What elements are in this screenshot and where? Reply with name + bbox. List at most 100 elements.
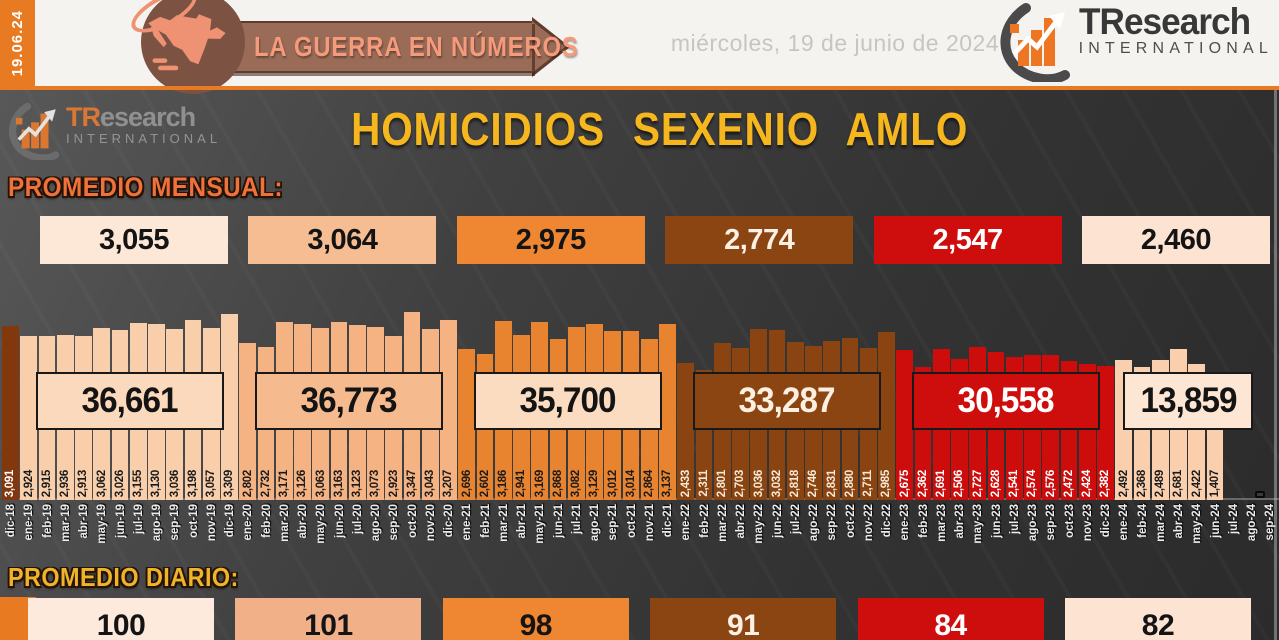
period-total-value: 13,859 — [1140, 381, 1237, 420]
bar-value: 3,123 — [351, 469, 364, 497]
bar-slot-may-23: 2,727 may-23 — [969, 310, 987, 562]
month-label: may-20 — [315, 504, 328, 544]
period-total-36,773: 36,773 — [254, 372, 443, 430]
bar-value: 2,732 — [259, 469, 272, 497]
month-label: nov-23 — [1081, 504, 1094, 542]
bar-slot-may-22: 3,036 may-22 — [750, 310, 768, 562]
month-label: jul-23 — [1008, 504, 1021, 535]
mexico-map-icon — [141, 0, 245, 94]
bar-value: 2,802 — [241, 469, 254, 497]
month-label: dic-22 — [881, 504, 894, 538]
bar-slot-ene-22: 2,433 ene-22 — [677, 310, 695, 562]
month-label: jul-21 — [570, 504, 583, 535]
month-label: mar-24 — [1154, 504, 1167, 542]
bar-value: 2,681 — [1172, 469, 1185, 497]
bar-value: 2,424 — [1081, 469, 1094, 497]
bar-value: 2,880 — [843, 469, 856, 497]
bar-dic-21: 3,137 — [659, 324, 676, 500]
bar-slot-oct-22: 2,880 oct-22 — [841, 310, 860, 562]
month-label: jun-23 — [990, 504, 1003, 538]
month-label: nov-21 — [643, 504, 656, 542]
bar-slot-dic-20: 3,207 dic-20 — [440, 310, 458, 562]
month-label: abr-24 — [1173, 504, 1186, 539]
bar-slot-jun-20: 3,163 jun-20 — [330, 310, 349, 562]
bar-slot-jul-20: 3,123 jul-20 — [348, 310, 367, 562]
bar-slot-jun-21: 2,868 jun-21 — [549, 310, 568, 562]
daily-averages-box: 100 — [28, 598, 214, 640]
month-label: sep-22 — [826, 504, 839, 541]
daily-average-row: 100 101 98 91 84 82 — [0, 598, 1279, 640]
period-total-33,287: 33,287 — [692, 372, 881, 430]
bar-value: 3,082 — [570, 469, 583, 497]
bar-slot-ene-23: 2,675 ene-23 — [896, 310, 914, 562]
bar-value: 3,171 — [278, 469, 291, 497]
banner-arrow-tip — [532, 21, 565, 73]
month-label: abr-22 — [735, 504, 748, 539]
month-label: abr-19 — [78, 504, 91, 539]
banner-title: LA GUERRA EN NÚMEROS — [254, 31, 579, 62]
bar-ene-19: 2,924 — [20, 336, 38, 500]
bar-value: 2,818 — [789, 469, 802, 497]
bar-value: 3,198 — [186, 469, 199, 497]
month-label: sep-23 — [1045, 504, 1058, 541]
bar-slot-abr-19: 2,913 abr-19 — [75, 310, 93, 562]
avg-value: 3,055 — [98, 223, 170, 256]
bar-slot-ene-24: 2,492 ene-24 — [1115, 310, 1133, 562]
bar-slot-mar-24: 2,489 mar-24 — [1151, 310, 1170, 562]
month-label: ago-20 — [370, 504, 383, 542]
bar-value: 2,831 — [825, 469, 838, 497]
bar-ene-23: 2,675 — [896, 350, 914, 500]
daily-averages-box: 91 — [650, 598, 837, 640]
daily-averages-box: 82 — [1064, 598, 1251, 640]
bar-slot-abr-23: 2,506 abr-23 — [951, 310, 969, 562]
bar-value: 2,368 — [1135, 469, 1148, 497]
month-label: dic-20 — [443, 504, 456, 538]
month-label: jul-24 — [1227, 504, 1240, 535]
mexico-silhouette — [148, 14, 226, 71]
bar-slot-mar-20: 3,171 mar-20 — [275, 310, 294, 562]
bar-slot-mar-21: 3,186 mar-21 — [494, 310, 513, 562]
bar-value: 2,941 — [515, 469, 528, 497]
month-label: oct-20 — [406, 504, 419, 538]
monthly-averages-box: 2,774 — [665, 216, 854, 264]
bar-value: 3,073 — [369, 469, 382, 497]
avg-value: 91 — [726, 608, 760, 640]
bar-slot-nov-19: 3,057 nov-19 — [202, 310, 221, 562]
month-label: abr-21 — [516, 504, 529, 539]
bar-value: 2,576 — [1044, 469, 1057, 497]
bar-slot-ago-19: 3,130 ago-19 — [148, 310, 166, 562]
bar-slot-feb-24: 2,368 feb-24 — [1133, 310, 1152, 562]
bar-value: 3,091 — [4, 469, 17, 497]
zero-value-marker — [1255, 491, 1265, 498]
monthly-averages-box: 2,547 — [873, 216, 1062, 264]
avg-value: 2,975 — [515, 223, 587, 256]
bar-value: 3,043 — [424, 469, 437, 497]
avg-value: 2,460 — [1140, 223, 1212, 256]
bar-slot-dic-23: 2,382 dic-23 — [1097, 310, 1115, 562]
bar-slot-may-21: 3,169 may-21 — [531, 310, 549, 562]
bar-slot-dic-19: 3,309 dic-19 — [221, 310, 239, 562]
bar-value: 3,186 — [497, 469, 510, 497]
month-label: ago-21 — [589, 504, 602, 542]
month-label: ene-20 — [242, 504, 255, 541]
bar-dic-23: 2,382 — [1097, 366, 1114, 500]
bar-value: 2,913 — [77, 469, 90, 497]
bar-slot-nov-23: 2,424 nov-23 — [1078, 310, 1097, 562]
daily-average-label: PROMEDIO DIARIO: — [8, 562, 239, 592]
bar-slot-mar-23: 2,691 mar-23 — [932, 310, 951, 562]
bar-value: 2,362 — [916, 469, 929, 497]
bar-slot-oct-21: 3,014 oct-21 — [622, 310, 641, 562]
month-label: dic-18 — [5, 504, 18, 538]
watermark-name: TResearch — [66, 102, 196, 132]
bar-value: 3,057 — [205, 469, 218, 497]
bar-value: 3,207 — [442, 469, 455, 497]
header-date: miércoles, 19 de junio de 2024 — [670, 29, 1000, 56]
bar-slot-jun-23: 2,628 jun-23 — [987, 310, 1006, 562]
month-label: sep-21 — [607, 504, 620, 541]
bar-slot-ene-19: 2,924 ene-19 — [20, 310, 38, 562]
month-label: ago-23 — [1027, 504, 1040, 542]
bar-ene-20: 2,802 — [239, 343, 257, 500]
bar-slot-dic-21: 3,137 dic-21 — [659, 310, 677, 562]
avg-value: 100 — [96, 608, 146, 640]
